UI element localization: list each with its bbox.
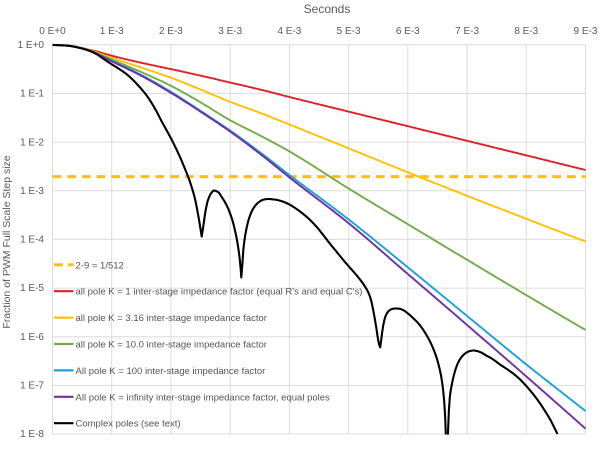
svg-text:8 E-3: 8 E-3: [514, 26, 538, 37]
svg-text:Complex poles (see text): Complex poles (see text): [76, 419, 181, 430]
svg-text:1 E-6: 1 E-6: [20, 332, 44, 343]
svg-text:All pole K = 100 inter-stage i: All pole K = 100 inter-stage impedance f…: [76, 366, 266, 377]
svg-text:1 E-2: 1 E-2: [20, 137, 44, 148]
svg-text:5 E-3: 5 E-3: [337, 26, 361, 37]
svg-text:2-9 = 1/512: 2-9 = 1/512: [76, 260, 124, 271]
svg-text:9 E-3: 9 E-3: [574, 26, 598, 37]
svg-text:all pole K = 1 inter-stage imp: all pole K = 1 inter-stage impedance fac…: [76, 287, 363, 298]
svg-text:1 E-7: 1 E-7: [20, 381, 44, 392]
svg-text:all pole K = 3.16 inter-stage: all pole K = 3.16 inter-stage impedance …: [76, 313, 267, 324]
svg-text:1 E-5: 1 E-5: [20, 283, 44, 294]
svg-text:7 E-3: 7 E-3: [455, 26, 479, 37]
svg-text:2 E-3: 2 E-3: [159, 26, 183, 37]
svg-text:1 E-3: 1 E-3: [20, 186, 44, 197]
svg-text:All pole K = infinity inter-st: All pole K = infinity inter-stage impeda…: [76, 392, 331, 403]
svg-text:4 E-3: 4 E-3: [277, 26, 301, 37]
svg-text:0 E+0: 0 E+0: [39, 26, 66, 37]
svg-text:1 E-1: 1 E-1: [20, 89, 44, 100]
svg-text:3 E-3: 3 E-3: [218, 26, 242, 37]
svg-text:Seconds: Seconds: [304, 2, 351, 16]
svg-text:1 E-3: 1 E-3: [100, 26, 124, 37]
svg-text:all pole K = 10.0 inter-stage: all pole K = 10.0 inter-stage impedance …: [76, 340, 267, 351]
svg-text:1 E-8: 1 E-8: [20, 429, 44, 440]
svg-text:Fraction of PWM Full Scale Ste: Fraction of PWM Full Scale Step size: [1, 155, 13, 328]
svg-text:1 E+0: 1 E+0: [18, 40, 45, 51]
svg-text:1 E-4: 1 E-4: [20, 235, 44, 246]
svg-text:6 E-3: 6 E-3: [396, 26, 420, 37]
